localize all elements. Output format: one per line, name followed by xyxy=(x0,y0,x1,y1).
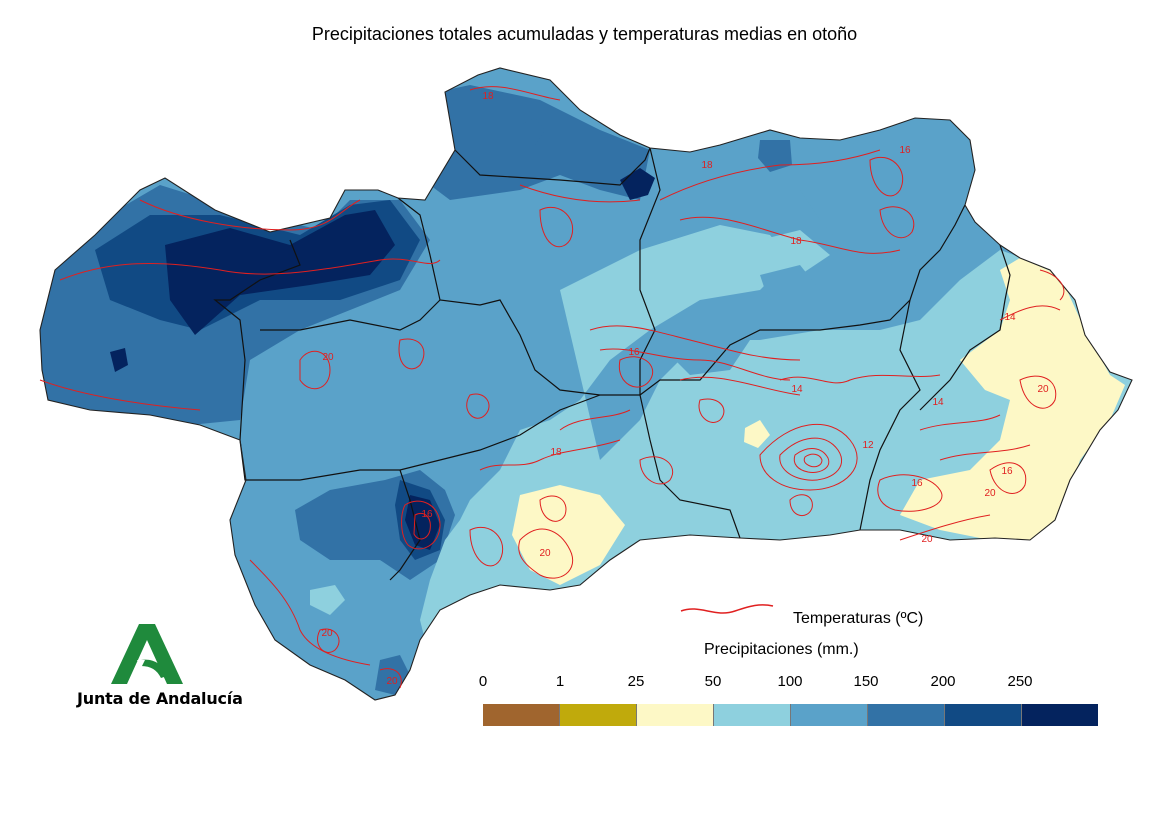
isotherm-label: 18 xyxy=(482,91,494,102)
isotherm-label: 18 xyxy=(701,160,713,171)
isotherm-label: 14 xyxy=(1004,312,1016,323)
colorbar-swatch xyxy=(868,704,945,726)
colorbar-swatch xyxy=(1022,704,1098,726)
colorbar-swatch xyxy=(560,704,637,726)
legend-tick: 150 xyxy=(853,673,879,690)
isotherm-label: 20 xyxy=(1037,384,1049,395)
colorbar-swatch xyxy=(714,704,791,726)
isotherm-label: 18 xyxy=(790,236,802,247)
legend-tick: 250 xyxy=(1007,673,1033,690)
isotherm-label: 16 xyxy=(1001,466,1013,477)
isotherm-label: 16 xyxy=(421,509,433,520)
isotherm-label: 20 xyxy=(984,488,996,499)
map-title: Precipitaciones totales acumuladas y tem… xyxy=(311,24,858,44)
isotherm-label: 20 xyxy=(386,676,398,687)
isotherm-label: 18 xyxy=(550,447,562,458)
legend-tick: 200 xyxy=(930,673,956,690)
legend-tick: 100 xyxy=(777,673,803,690)
temperature-legend-label: Temperaturas (ºC) xyxy=(793,610,924,627)
isotherm-label: 14 xyxy=(791,384,803,395)
precipitation-colorbar xyxy=(483,704,1098,726)
junta-andalucia-logo xyxy=(111,624,183,684)
isotherm-label: 20 xyxy=(921,534,933,545)
isotherm-label: 16 xyxy=(628,347,640,358)
province-borders xyxy=(213,147,1011,581)
precipitation-legend-title: Precipitaciones (mm.) xyxy=(704,641,859,658)
temperature-legend-line xyxy=(680,604,774,614)
colorbar-swatch xyxy=(483,704,560,726)
organization-name: Junta de Andalucía xyxy=(77,689,243,708)
legend-tick: 1 xyxy=(555,673,565,690)
colorbar-swatch xyxy=(945,704,1022,726)
legend-tick: 50 xyxy=(704,673,722,690)
isotherm-lines xyxy=(39,86,1065,689)
isotherm-label: 20 xyxy=(539,548,551,559)
isotherm-label: 20 xyxy=(321,628,333,639)
legend-tick: 0 xyxy=(478,673,488,690)
colorbar-swatch xyxy=(791,704,868,726)
isotherm-label: 16 xyxy=(911,478,923,489)
isotherm-label: 12 xyxy=(862,440,874,451)
isotherm-labels: 18 18 18 18 16 16 16 16 16 14 14 14 12 2… xyxy=(321,91,1049,687)
colorbar-swatch xyxy=(637,704,714,726)
isotherm-label: 20 xyxy=(322,352,334,363)
legend-tick: 25 xyxy=(627,673,645,690)
isotherm-label: 14 xyxy=(932,397,944,408)
isotherm-label: 16 xyxy=(899,145,911,156)
